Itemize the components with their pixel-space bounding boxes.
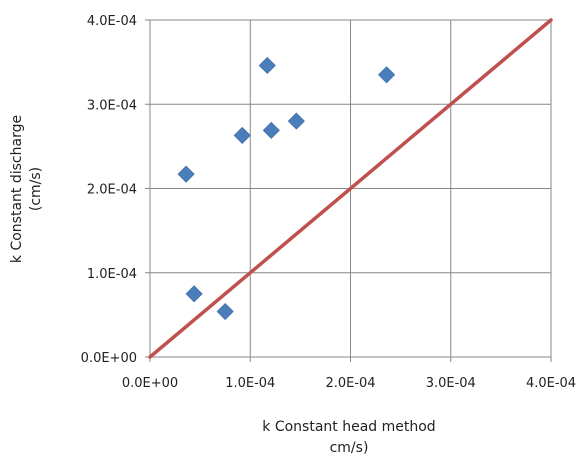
y-axis-title-line-2: (cm/s) (28, 167, 44, 211)
x-tick-label: 3.0E-04 (426, 376, 476, 391)
data-point (262, 121, 280, 139)
data-point (185, 285, 203, 303)
data-point (233, 126, 251, 144)
x-axis-title-line-1: k Constant head method (262, 419, 435, 435)
data-point (258, 56, 276, 75)
reference-line (148, 18, 553, 359)
y-axis-title-line-1: k Constant discharge (9, 115, 25, 263)
data-point (216, 302, 234, 321)
y-tick-label: 2.0E-04 (87, 183, 137, 198)
x-tick-label: 1.0E-04 (225, 376, 275, 391)
y-tick-label: 4.0E-04 (87, 14, 137, 29)
x-tick-label: 4.0E-04 (526, 376, 576, 391)
data-point (287, 112, 305, 130)
tick-labels: 0.0E+00 1.0E-04 2.0E-04 3.0E-04 4.0E-04 0.0E+… (81, 14, 576, 391)
y-tick-label: 1.0E-04 (87, 267, 137, 282)
data-point (177, 165, 195, 183)
axes (145, 19, 552, 362)
data-points (177, 56, 396, 321)
y-tick-label: 0.0E+00 (81, 351, 137, 366)
data-point (378, 66, 396, 84)
x-tick-label: 2.0E-04 (325, 376, 375, 391)
x-axis-title-line-2: cm/s) (330, 440, 369, 456)
y-tick-label: 3.0E-04 (87, 98, 137, 113)
x-tick-label: 0.0E+00 (122, 376, 178, 391)
reference-line-group (148, 18, 553, 359)
